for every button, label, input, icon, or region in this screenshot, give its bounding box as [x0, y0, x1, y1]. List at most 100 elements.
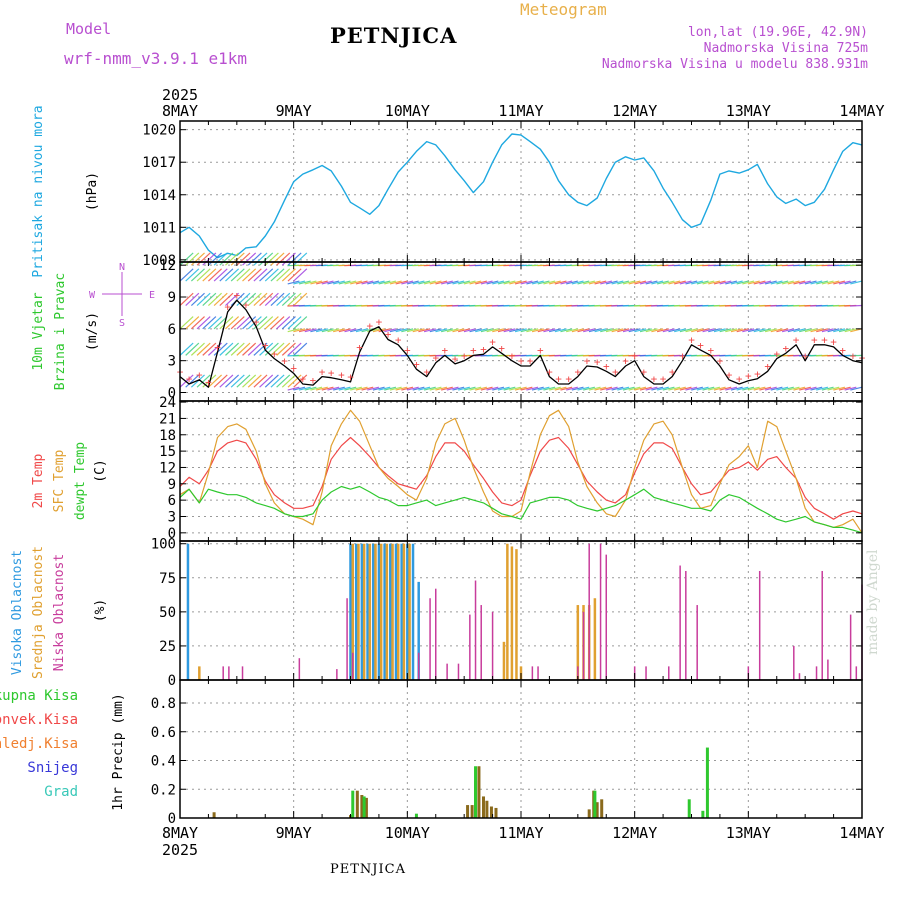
y-tick-label: 21: [159, 411, 176, 427]
cloud-bar: [593, 598, 597, 680]
wind-arrow: [242, 268, 257, 282]
x-tick-label-bottom: 11MAY: [498, 824, 543, 842]
wind-gust-marker: +: [839, 344, 846, 357]
wind-arrow: [253, 252, 268, 266]
wind-gust-marker: +: [395, 333, 402, 346]
wind-arrow: [389, 386, 402, 391]
wind-gust-marker: +: [299, 373, 306, 386]
wind-arrow: [247, 252, 262, 266]
cloud-bar: [435, 588, 437, 680]
wind-arrow: [333, 280, 345, 285]
wind-arrow: [378, 328, 391, 333]
precip-bar: [701, 810, 705, 818]
wind-arrow: [242, 374, 257, 388]
wind-arrow: [276, 316, 291, 330]
wind-arrow: [441, 280, 453, 285]
wind-arrow: [617, 328, 630, 333]
wind-arrow: [190, 316, 205, 330]
wind-gust-marker: +: [622, 355, 629, 368]
cloud-bar: [815, 666, 818, 680]
wind-arrow: [219, 316, 234, 330]
wind-arrow: [611, 328, 624, 333]
wind-gust-marker: +: [404, 344, 411, 357]
panel-frame-temperature: [179, 400, 863, 542]
wind-arrow: [571, 328, 584, 333]
cloud-bar: [298, 658, 301, 680]
wind-arrow: [799, 280, 811, 285]
wind-arrow: [645, 386, 658, 391]
y-tick-label: 0.2: [151, 782, 176, 798]
wind-arrow: [230, 342, 245, 356]
wind-arrow: [458, 280, 470, 285]
wind-arrow: [281, 252, 296, 266]
wind-arrow: [230, 292, 245, 306]
wind-arrow: [480, 386, 493, 391]
wind-arrow: [463, 386, 476, 391]
wind-gust-marker: +: [537, 344, 544, 357]
wind-arrow: [526, 328, 539, 333]
wind-arrow: [253, 268, 268, 282]
wind-arrow: [412, 328, 425, 333]
panel-frame-precip: [179, 679, 863, 819]
wind-gust-marker: +: [555, 373, 562, 386]
wind-arrow: [446, 386, 459, 391]
wind-gust-marker: +: [726, 368, 733, 381]
wind-arrow: [702, 386, 715, 391]
wind-arrow: [708, 328, 721, 333]
wind-arrow: [799, 386, 811, 391]
wind-arrow: [656, 328, 669, 333]
model-label: Model: [66, 20, 112, 38]
wind-arrow: [486, 280, 499, 285]
wind-gust-marker: +: [234, 289, 241, 302]
wind-arrow: [321, 386, 334, 391]
wind-arrow: [202, 252, 217, 266]
wind-arrow: [634, 386, 647, 391]
wind-arrow: [196, 268, 211, 282]
precip-legend-item: Konvek.Kisa: [0, 712, 78, 728]
wind-arrow: [617, 386, 630, 391]
wind-arrow: [196, 342, 211, 356]
wind-arrow: [327, 386, 340, 391]
wind-gust-marker: +: [603, 360, 610, 373]
y-tick-label: 0.6: [151, 725, 176, 741]
y-tick-label: 1020: [142, 123, 176, 139]
compass-s: S: [119, 318, 125, 329]
wind-arrow: [844, 280, 857, 285]
cloud-bar: [368, 543, 372, 680]
precip-legend-item: Snijeg: [27, 760, 78, 776]
x-tick-label-top: 12MAY: [612, 102, 657, 120]
wind-arrow: [486, 386, 499, 391]
cloud-bar: [379, 543, 383, 680]
wind-arrow: [600, 280, 613, 285]
wind-arrow: [503, 386, 516, 391]
station-title: PETNJICA: [330, 23, 458, 48]
wind-arrow: [526, 386, 539, 391]
wind-arrow: [435, 280, 448, 285]
wind-arrow: [253, 342, 268, 356]
wind-arrow: [310, 386, 323, 391]
wind-arrow: [395, 280, 408, 285]
wind-arrow: [634, 328, 647, 333]
wind-arrow: [441, 328, 453, 333]
wind-arrow: [190, 342, 205, 356]
wind-arrow: [622, 328, 635, 333]
precip-bar: [351, 790, 355, 818]
wind-arrow: [310, 328, 323, 333]
wind-arrow: [298, 386, 311, 391]
wind-arrow: [219, 342, 234, 356]
wind-arrow: [776, 386, 789, 391]
wind-arrow: [259, 268, 274, 282]
y-tick-label: 0: [168, 386, 176, 402]
wind-arrow: [185, 374, 200, 388]
precip-bar: [364, 797, 368, 818]
wind-arrow: [816, 386, 829, 391]
temp-line-dewpt-temp: [179, 485, 863, 534]
wind-arrow: [264, 342, 279, 356]
wind-gust-marker: +: [509, 349, 516, 362]
wind-arrow: [719, 328, 732, 333]
wind-arrow: [611, 280, 624, 285]
wind-gust-marker: +: [376, 315, 383, 328]
wind-arrow: [850, 280, 863, 285]
wind-arrow: [208, 252, 222, 266]
wind-arrow: [730, 280, 743, 285]
